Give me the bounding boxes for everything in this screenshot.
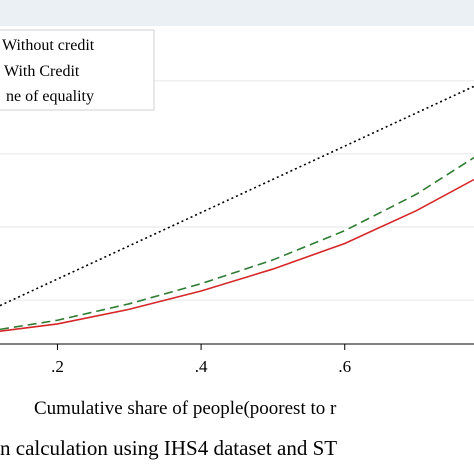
top-banner (0, 0, 474, 26)
series-lines (0, 85, 474, 333)
legend-box (0, 29, 155, 111)
legend-label-with-credit: With Credit (4, 63, 80, 80)
legend: Without credit With Credit ne of equalit… (0, 29, 155, 111)
with-credit-line (0, 156, 474, 331)
x-tick-label: .4 (195, 357, 208, 376)
x-tick-label: .6 (338, 357, 351, 376)
x-axis-title: Cumulative share of people(poorest to r (34, 398, 337, 419)
without-credit-line (0, 178, 474, 333)
x-axis-ticks: .2 .4 .6 (51, 344, 351, 376)
x-tick-label: .2 (51, 357, 64, 376)
legend-label-without-credit: Without credit (2, 37, 95, 54)
line-of-equality (0, 85, 474, 307)
legend-label-line-of-equality: ne of equality (6, 88, 94, 105)
source-caption: n calculation using IHS4 dataset and ST (0, 436, 337, 460)
